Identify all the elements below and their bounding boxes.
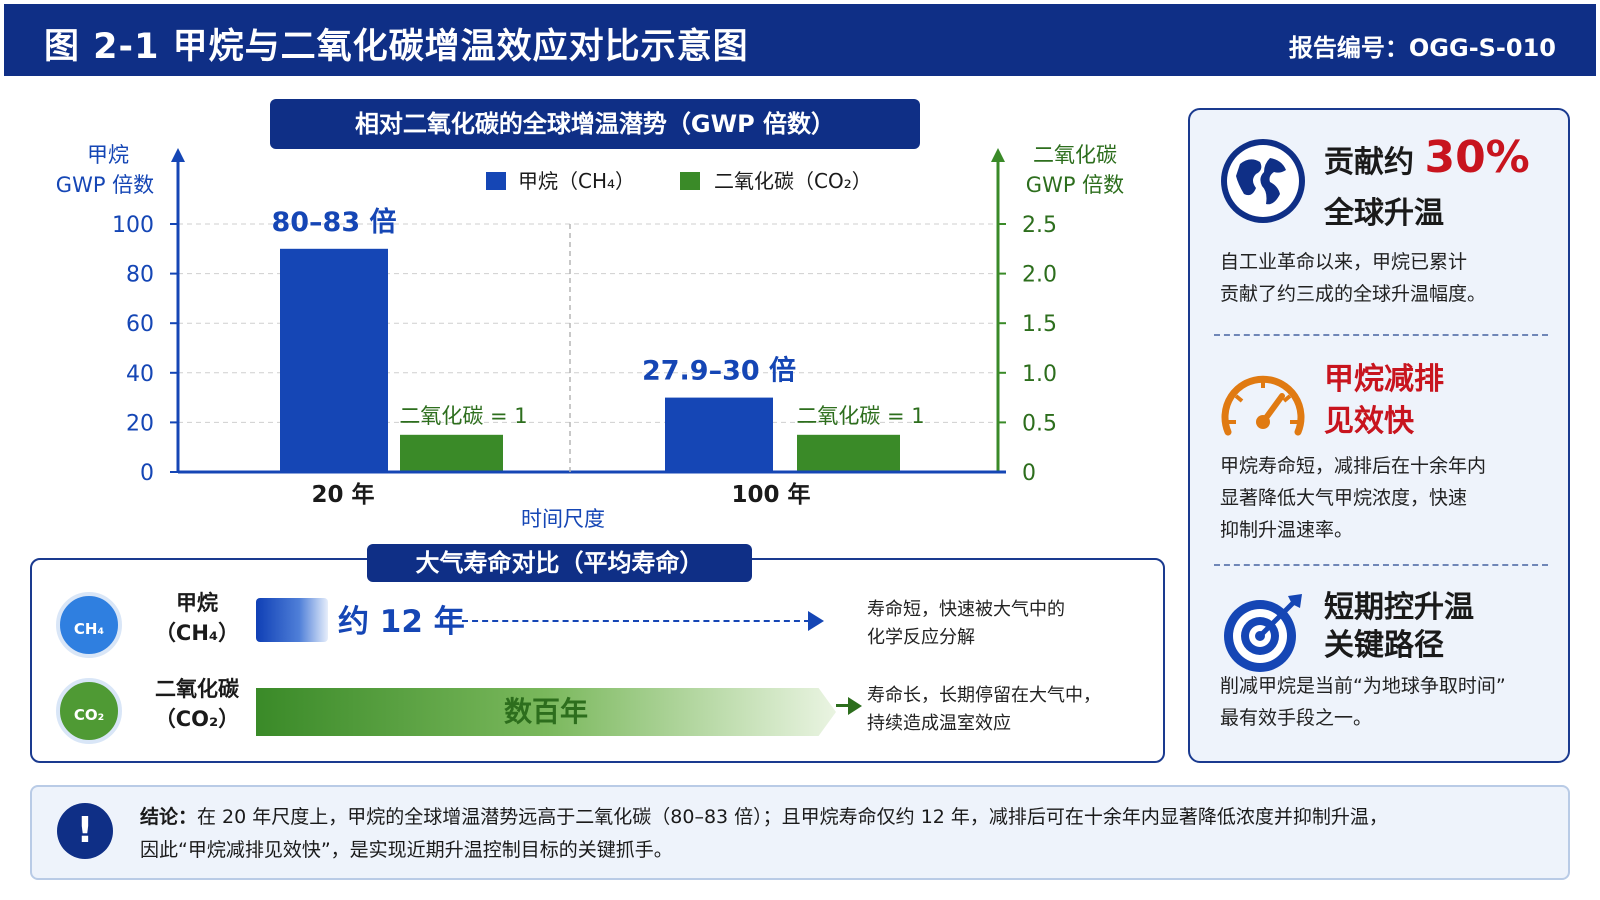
contribution-heading-line2: 全球升温	[1324, 196, 1444, 231]
arrow-right-icon	[848, 697, 862, 715]
lifetime-row-ch4: CH₄ 甲烷 （CH₄） 约 12 年 寿命短，快速被大气中的 化学反应分解	[32, 582, 1163, 662]
lifetime-dash-line	[462, 620, 810, 622]
co2-cloud-icon: CO₂	[56, 678, 122, 744]
x-category-label-100y: 100 年	[731, 481, 810, 508]
fast-effect-text-line1: 甲烷寿命短，减排后在十余年内	[1220, 455, 1487, 477]
target-icon	[1224, 594, 1302, 672]
ch4-cloud-icon: CH₄	[56, 592, 122, 658]
left-tick-label: 80	[126, 263, 154, 288]
lifetime-desc-co2-line2: 持续造成温室效应	[867, 713, 1011, 734]
conclusion-box: ! 结论：在 20 年尺度上，甲烷的全球增温潜势远高于二氧化碳（80–83 倍）…	[30, 785, 1570, 880]
lifetime-value-co2: 数百年	[503, 695, 588, 728]
conclusion-line1: 结论：在 20 年尺度上，甲烷的全球增温潜势远高于二氧化碳（80–83 倍）；且…	[140, 801, 1550, 834]
report-number: 报告编号：OGG-S-010	[1288, 34, 1556, 62]
short-term-text: 削减甲烷是当前“为地球争取时间” 最有效手段之一。	[1220, 670, 1550, 734]
divider	[1214, 564, 1548, 566]
lifetime-desc-ch4-line2: 化学反应分解	[867, 627, 975, 648]
short-term-heading-line1: 短期控升温	[1324, 590, 1474, 625]
bar-label-co2: 二氧化碳 = 1	[399, 404, 527, 428]
lifetime-desc-co2-line1: 寿命长，长期停留在大气中，	[867, 685, 1101, 706]
lifetime-panel: 大气寿命对比（平均寿命） CH₄ 甲烷 （CH₄） 约 12 年 寿命短，快速被…	[30, 544, 1165, 763]
arrow-line	[836, 704, 850, 707]
right-tick-label: 2.5	[1022, 213, 1057, 238]
lifetime-name-ch4-line1: 甲烷	[176, 591, 218, 615]
contribution-text: 自工业革命以来，甲烷已累计 贡献了约三成的全球升温幅度。	[1220, 246, 1550, 310]
bar-ch4	[665, 397, 773, 472]
fast-effect-text-line2: 显著降低大气甲烷浓度，快速	[1220, 487, 1468, 509]
left-tick-label: 100	[112, 213, 154, 238]
header-bar: 图 2-1 甲烷与二氧化碳增温效应对比示意图 报告编号：OGG-S-010	[4, 4, 1596, 76]
bar-label-co2: 二氧化碳 = 1	[796, 404, 924, 428]
lifetime-desc-ch4: 寿命短，快速被大气中的 化学反应分解	[867, 596, 1147, 652]
arrow-right-icon	[808, 611, 824, 631]
short-term-heading-line2: 关键路径	[1324, 628, 1444, 663]
key-points-panel: 贡献约 30% 全球升温 自工业革命以来，甲烷已累计 贡献了约三成的全球升温幅度…	[1188, 108, 1570, 763]
fast-effect-text: 甲烷寿命短，减排后在十余年内 显著降低大气甲烷浓度，快速 抑制升温速率。	[1220, 450, 1550, 546]
legend-label-co2: 二氧化碳（CO₂）	[714, 169, 872, 193]
lifetime-title: 大气寿命对比（平均寿命）	[367, 544, 752, 582]
short-term-text-line2: 最有效手段之一。	[1220, 707, 1373, 729]
contribution-percent: 30%	[1424, 132, 1530, 183]
right-tick-label: 2.0	[1022, 263, 1057, 288]
bar-label-ch4: 27.9–30 倍	[642, 355, 796, 387]
right-tick-label: 0.5	[1022, 411, 1057, 436]
contribution-heading-prefix: 贡献约	[1324, 145, 1414, 180]
lifetime-desc-ch4-line1: 寿命短，快速被大气中的	[867, 599, 1065, 620]
speedometer-icon	[1221, 375, 1305, 436]
contribution-heading: 贡献约 30%	[1324, 136, 1530, 183]
conclusion-line2: 因此“甲烷减排见效快”，是实现近期升温控制目标的关键抓手。	[140, 839, 673, 861]
x-category-label-20y: 20 年	[311, 481, 374, 508]
exclamation-icon: !	[57, 803, 113, 859]
gwp-chart-svg: 甲烷 GWP 倍数 二氧化碳 GWP 倍数 甲烷（CH₄） 二氧化碳（CO₂） …	[56, 143, 1124, 531]
legend-swatch-ch4	[486, 172, 506, 190]
lifetime-row-co2: CO₂ 二氧化碳 （CO₂） 数百年 寿命长，长期停留在大气中， 持续造成温室效…	[32, 668, 1163, 748]
contribution-text-line1: 自工业革命以来，甲烷已累计	[1220, 251, 1468, 273]
x-axis-label: 时间尺度	[521, 507, 605, 531]
bar-co2	[400, 434, 503, 472]
lifetime-name-co2-line2: （CO₂）	[154, 707, 240, 731]
left-axis-label-line2: GWP 倍数	[56, 173, 154, 197]
lifetime-desc-co2: 寿命长，长期停留在大气中， 持续造成温室效应	[867, 682, 1147, 738]
lifetime-name-co2-line1: 二氧化碳	[155, 677, 239, 701]
chart-title: 相对二氧化碳的全球增温潜势（GWP 倍数）	[270, 99, 920, 149]
contribution-text-line2: 贡献了约三成的全球升温幅度。	[1220, 283, 1487, 305]
lifetime-bar-ch4	[256, 598, 328, 642]
right-tick-label: 1.5	[1022, 312, 1057, 337]
lifetime-name-co2: 二氧化碳 （CO₂）	[132, 674, 262, 734]
right-tick-label: 1.0	[1022, 362, 1057, 387]
left-axis-arrow-icon	[171, 148, 185, 162]
conclusion-text: 结论：在 20 年尺度上，甲烷的全球增温潜势远高于二氧化碳（80–83 倍）；且…	[140, 801, 1550, 867]
legend-label-ch4: 甲烷（CH₄）	[518, 169, 635, 193]
bar-ch4	[280, 248, 388, 472]
divider	[1214, 334, 1548, 336]
short-term-text-line1: 削减甲烷是当前“为地球争取时间”	[1220, 675, 1506, 697]
bar-co2	[797, 434, 900, 472]
lifetime-bar-co2	[256, 688, 836, 736]
left-tick-label: 0	[140, 461, 154, 486]
right-axis-label-line1: 二氧化碳	[1033, 143, 1117, 167]
globe-icon	[1221, 139, 1305, 223]
conclusion-line1-text: 在 20 年尺度上，甲烷的全球增温潜势远高于二氧化碳（80–83 倍）；且甲烷寿…	[197, 806, 1388, 828]
left-tick-label: 20	[126, 411, 154, 436]
fast-effect-text-line3: 抑制升温速率。	[1220, 519, 1354, 541]
left-axis-label-line1: 甲烷	[87, 143, 129, 167]
legend-swatch-co2	[680, 172, 700, 190]
gwp-chart: 甲烷 GWP 倍数 二氧化碳 GWP 倍数 甲烷（CH₄） 二氧化碳（CO₂） …	[30, 96, 1170, 546]
left-tick-label: 60	[126, 312, 154, 337]
lifetime-name-ch4: 甲烷 （CH₄）	[132, 588, 262, 648]
right-axis-label-line2: GWP 倍数	[1026, 173, 1124, 197]
bar-label-ch4: 80–83 倍	[271, 206, 396, 238]
left-tick-label: 40	[126, 362, 154, 387]
right-tick-label: 0	[1022, 461, 1036, 486]
fast-effect-heading-line2: 见效快	[1324, 404, 1414, 439]
conclusion-label: 结论：	[140, 806, 198, 828]
page-title: 图 2-1 甲烷与二氧化碳增温效应对比示意图	[44, 27, 749, 67]
right-axis-arrow-icon	[991, 148, 1005, 162]
lifetime-name-ch4-line2: （CH₄）	[154, 621, 240, 645]
fast-effect-heading-line1: 甲烷减排	[1324, 362, 1444, 397]
lifetime-value-ch4: 约 12 年	[338, 604, 465, 640]
